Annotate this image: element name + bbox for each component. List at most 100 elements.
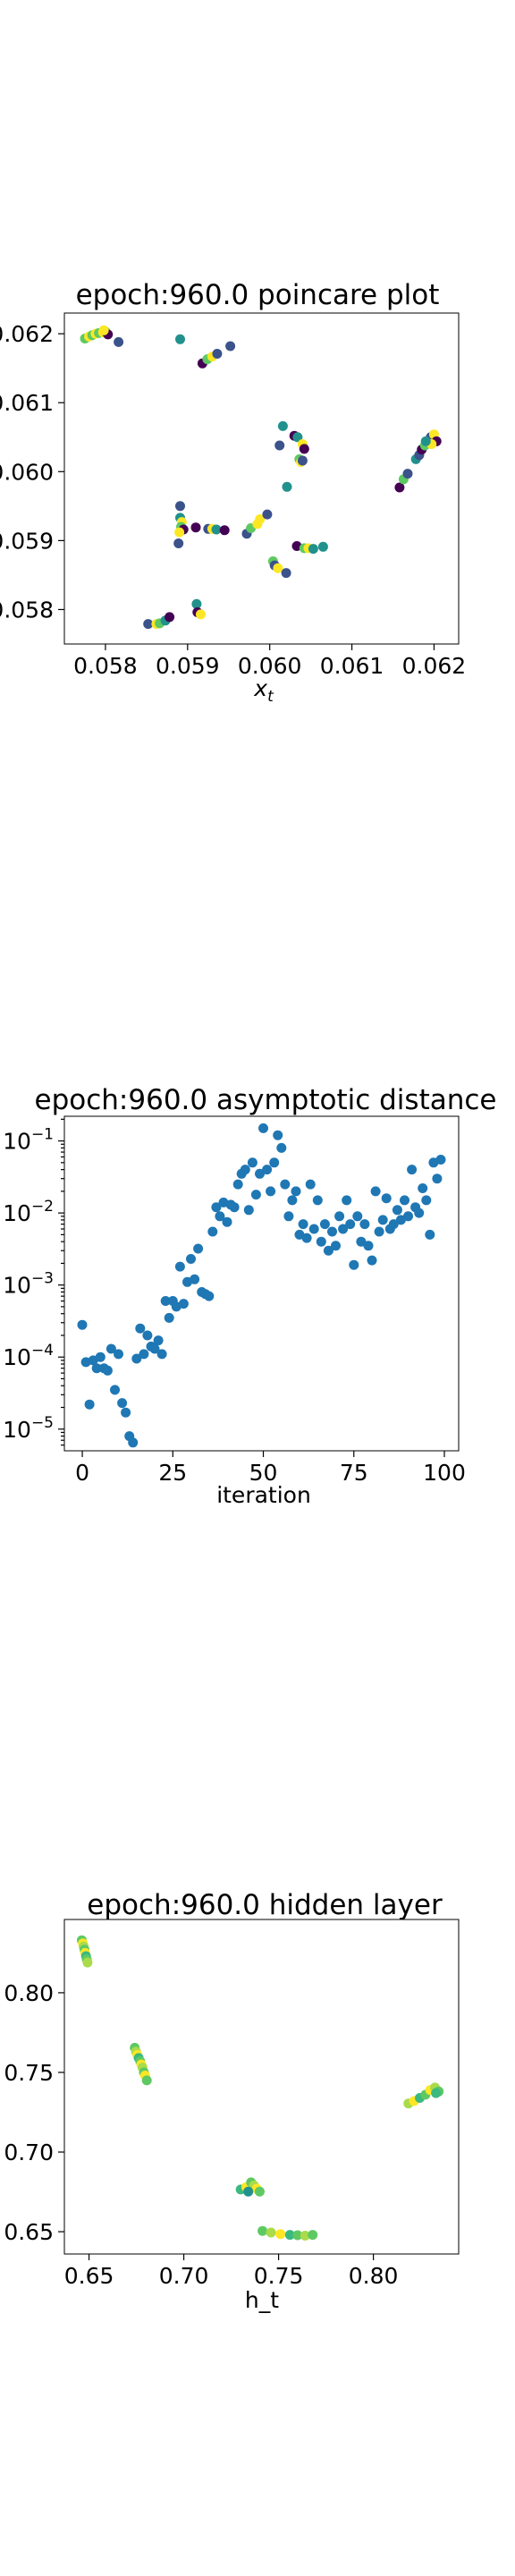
data-point [291,541,302,551]
data-point [407,1165,418,1175]
data-point [291,1186,301,1197]
data-point [114,1349,123,1360]
data-point [141,2075,152,2086]
data-point [117,1398,128,1409]
y-axis-ticks: 10−5 10−4 10−3 10−2 10−1 [3,1118,64,1446]
data-point [280,1179,291,1190]
chart-title: epoch:960.0 hidden layer [87,1889,443,1921]
data-point [121,1407,131,1418]
data-point [77,1319,88,1330]
y-tick-label: 0.65 [4,2219,54,2245]
data-point [204,1291,215,1301]
data-point [153,1335,164,1346]
plot-area [77,1123,446,1448]
data-point [269,1157,280,1168]
data-point [139,1349,149,1360]
data-point [98,325,109,335]
data-point [175,501,185,512]
data-point [359,1219,370,1230]
data-point [327,1226,337,1237]
data-point [174,1261,185,1272]
data-point [273,563,283,573]
data-point [301,1233,312,1243]
data-point [284,2230,295,2241]
data-point [240,1165,250,1175]
data-point [319,1219,330,1230]
data-point [367,1255,377,1266]
data-point [243,2186,254,2197]
data-point [349,1259,359,1270]
data-point [297,455,308,466]
data-point [266,1186,276,1197]
data-point [207,1226,218,1237]
hidden-layer-chart: epoch:960.0 hidden layer 0.65 0.70 0.75 0.8… [4,1889,460,2313]
data-point [255,1168,265,1179]
data-point [229,1202,240,1213]
chart-title: epoch:960.0 asymptotic distance [35,1084,497,1116]
data-point [106,1343,116,1354]
data-point [262,509,273,520]
data-point [254,2186,265,2197]
data-point [219,525,230,536]
data-point [342,1195,352,1206]
data-point [388,1219,399,1230]
data-point [420,436,431,446]
x-axis-ticks: 0.058 0.059 0.060 0.061 0.062 [73,644,466,679]
data-point [175,334,185,344]
data-point [425,1229,435,1240]
data-point [160,1296,171,1306]
y-tick-label: 0.70 [4,2140,54,2165]
data-point [323,1245,333,1256]
x-tick-label: 0.80 [349,2263,399,2289]
data-point [178,1299,189,1309]
data-point [352,1211,363,1222]
x-tick-label: 0.65 [64,2263,114,2289]
x-tick-label: 0.060 [238,653,302,679]
x-tick-label: 0.75 [254,2263,304,2289]
data-point [305,1179,316,1190]
data-point [300,2231,310,2241]
y-tick-label: 10−1 [3,1126,54,1155]
data-point [262,1165,273,1175]
data-point [394,482,405,493]
y-tick-label: 0.062 [0,321,54,347]
data-point [317,541,328,552]
data-point [334,1211,345,1222]
data-point [308,2230,318,2241]
data-point [165,612,175,623]
data-point [292,432,303,443]
data-point [84,1399,95,1410]
data-point [421,1195,432,1206]
data-point [312,1195,323,1206]
y-tick-label: 10−5 [3,1414,54,1443]
y-tick-label: 10−3 [3,1270,54,1299]
data-point [173,538,184,548]
data-point [338,1224,349,1234]
x-axis-label: h_t [245,2287,279,2313]
data-point [392,1205,402,1216]
poincare-plot-chart: epoch:960.0 poincare plot 0.058 0.059 0.06… [0,279,466,706]
data-point [308,1224,319,1234]
data-point [156,1349,167,1360]
data-point [222,1216,232,1227]
data-point [418,1183,428,1193]
axes-frame [63,1115,460,1452]
data-point [370,1186,381,1197]
plot-area [77,1935,444,2241]
data-point [190,1274,200,1284]
data-point [255,514,266,524]
x-tick-label: 25 [158,1460,187,1486]
data-point [225,341,236,352]
x-axis-label: xt [253,675,274,706]
data-point [114,336,124,347]
data-point [142,1330,153,1341]
data-point [414,1208,425,1218]
data-point [212,349,223,359]
x-tick-label: 75 [340,1460,368,1486]
data-point [276,1142,287,1153]
x-tick-label: 0.061 [320,653,384,679]
data-point [435,1155,446,1165]
x-axis-ticks: 0 25 50 75 100 [75,1451,466,1486]
x-tick-label: 0.059 [156,653,220,679]
data-point [258,2225,268,2236]
